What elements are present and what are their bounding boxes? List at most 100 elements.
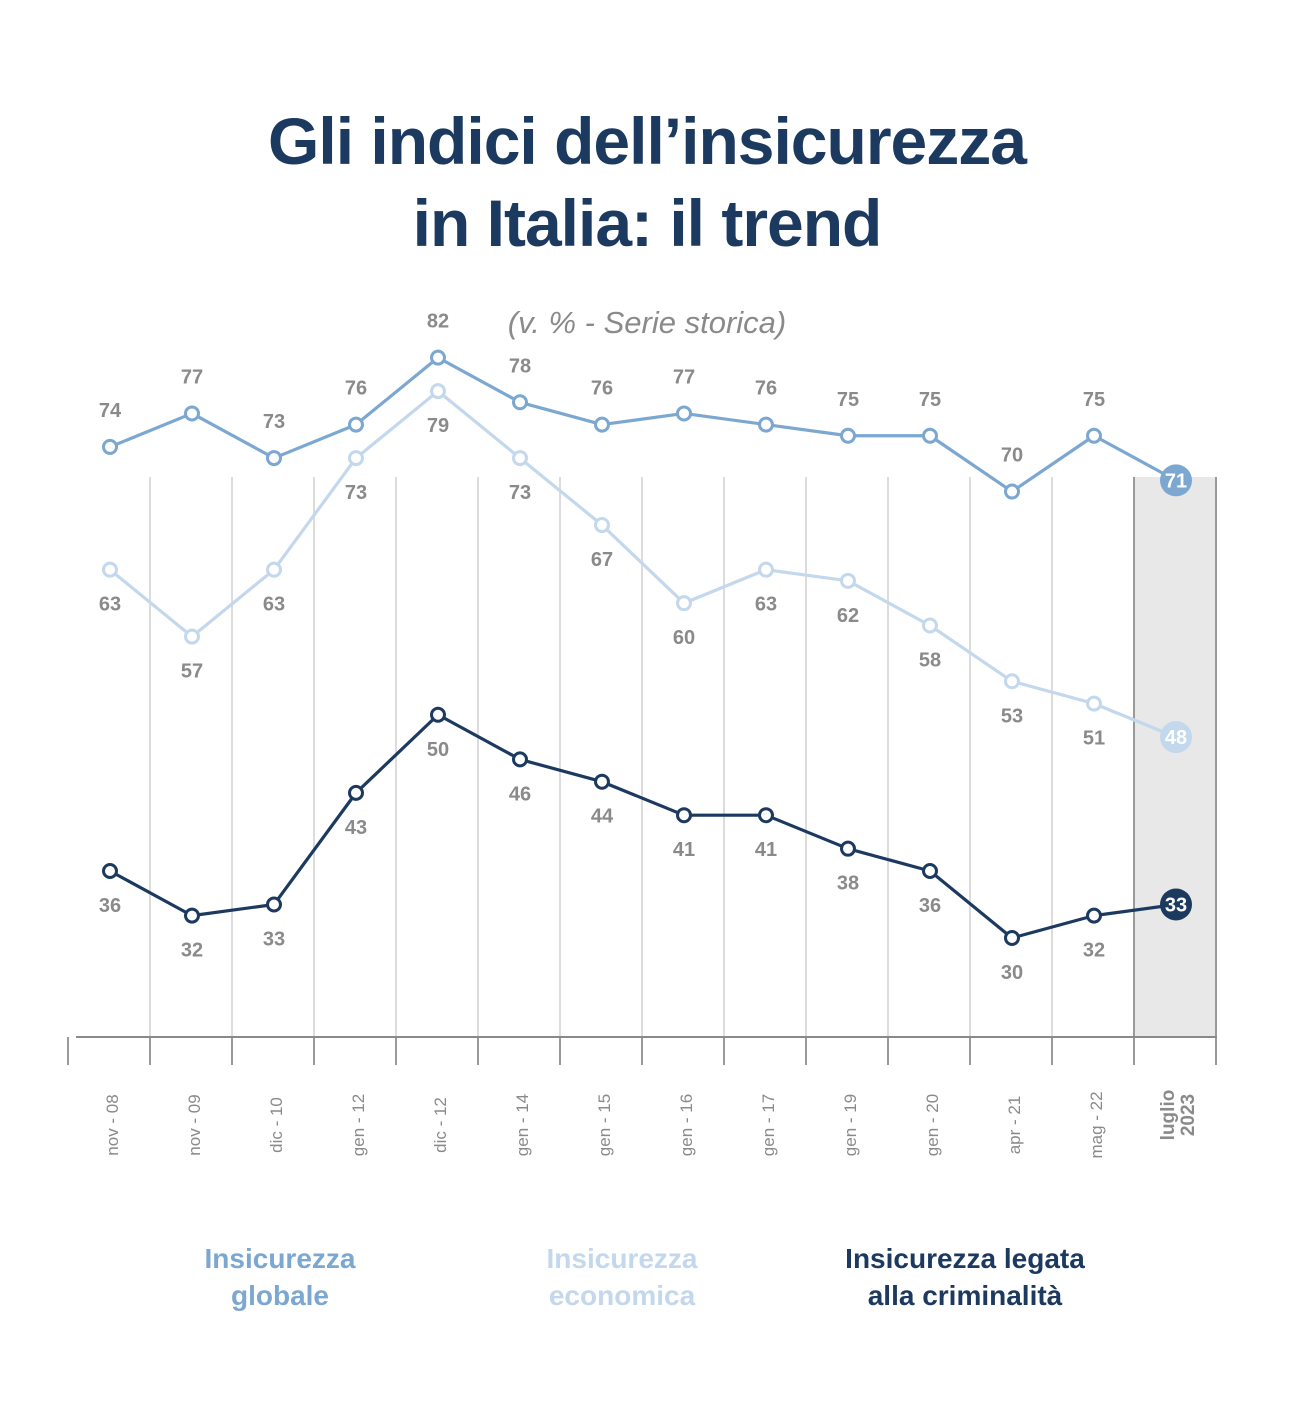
x-tick-label: gen - 20 xyxy=(923,1094,942,1156)
data-label: 77 xyxy=(673,366,695,388)
legend-label-line2: alla criminalità xyxy=(867,1280,1063,1311)
data-point xyxy=(922,863,938,879)
data-label: 36 xyxy=(99,895,121,917)
data-point xyxy=(512,450,528,467)
data-label: 70 xyxy=(1001,445,1023,467)
x-tick-label: dic - 10 xyxy=(267,1097,286,1153)
data-point xyxy=(758,416,774,433)
data-label: 76 xyxy=(755,378,777,400)
x-tick-label: mag - 22 xyxy=(1087,1091,1106,1158)
chart-title-line2: in Italia: il trend xyxy=(412,186,883,260)
highlight-band xyxy=(1134,477,1217,1037)
data-point xyxy=(266,450,282,467)
data-point xyxy=(840,840,856,857)
data-label: 30 xyxy=(1001,962,1023,984)
data-point xyxy=(266,561,282,578)
data-label: 77 xyxy=(181,366,203,388)
data-label: 50 xyxy=(427,739,449,761)
data-point xyxy=(594,773,610,790)
legend-label-line2: economica xyxy=(548,1280,696,1311)
x-tick-label: nov - 09 xyxy=(185,1094,204,1155)
data-label: 38 xyxy=(837,873,859,895)
chart-subtitle: (v. % - Serie storica) xyxy=(507,305,787,340)
data-point xyxy=(430,349,446,366)
x-tick-label: apr - 21 xyxy=(1005,1096,1024,1155)
data-label-final: 48 xyxy=(1165,727,1187,749)
data-label: 41 xyxy=(673,839,695,861)
data-point xyxy=(184,405,200,422)
data-point xyxy=(1004,483,1020,500)
legend-item-globale: Insicurezza globale xyxy=(120,1240,440,1314)
series-line-2 xyxy=(109,713,1177,940)
data-label: 32 xyxy=(181,940,203,962)
x-tick-label: gen - 19 xyxy=(841,1094,860,1156)
data-label: 73 xyxy=(509,482,531,504)
data-label: 51 xyxy=(1083,728,1105,750)
data-label: 79 xyxy=(427,415,449,437)
data-label: 57 xyxy=(181,661,203,683)
legend-item-criminalita: Insicurezza legata alla criminalità xyxy=(805,1240,1125,1314)
series-line-0 xyxy=(109,356,1177,494)
data-point xyxy=(1086,907,1102,924)
data-point xyxy=(430,706,446,723)
data-point xyxy=(840,572,856,589)
data-label: 58 xyxy=(919,649,941,671)
data-point xyxy=(184,907,200,924)
data-point-final xyxy=(1160,888,1192,921)
data-point xyxy=(348,784,364,801)
data-label: 32 xyxy=(1083,940,1105,962)
data-point xyxy=(840,427,856,444)
data-point xyxy=(102,561,118,578)
legend-label-line1: Insicurezza xyxy=(204,1243,356,1274)
legend-label-line1: Insicurezza legata xyxy=(845,1243,1085,1274)
data-label: 73 xyxy=(263,411,285,433)
x-tick-label: gen - 15 xyxy=(595,1094,614,1156)
data-point xyxy=(758,561,774,578)
data-label: 63 xyxy=(755,594,777,616)
x-tick-label-highlight-line2: 2023 xyxy=(1178,1094,1199,1136)
data-label: 82 xyxy=(427,311,449,333)
chart-title-line1: Gli indici dell’insicurezza xyxy=(268,104,1027,178)
x-tick-label: gen - 14 xyxy=(513,1094,532,1156)
data-point-final xyxy=(1160,721,1192,754)
x-tick-label: gen - 12 xyxy=(349,1094,368,1156)
data-label: 36 xyxy=(919,895,941,917)
data-label: 62 xyxy=(837,605,859,627)
data-point xyxy=(1086,695,1102,712)
data-point xyxy=(184,628,200,645)
x-tick-label: gen - 16 xyxy=(677,1094,696,1156)
data-point xyxy=(348,416,364,433)
data-point xyxy=(1086,427,1102,444)
data-label: 76 xyxy=(591,378,613,400)
data-point xyxy=(676,807,692,824)
data-label: 43 xyxy=(345,817,367,839)
x-tick-label: nov - 08 xyxy=(103,1094,122,1155)
data-point xyxy=(676,405,692,422)
data-point xyxy=(512,394,528,411)
data-label: 75 xyxy=(1083,389,1105,411)
data-label: 75 xyxy=(919,389,941,411)
data-point xyxy=(922,617,938,634)
data-label: 41 xyxy=(755,839,777,861)
data-point xyxy=(102,438,118,455)
legend-label-line1: Insicurezza xyxy=(546,1243,698,1274)
data-label: 33 xyxy=(263,928,285,950)
data-point xyxy=(512,751,528,768)
data-label: 78 xyxy=(509,355,531,377)
data-point xyxy=(102,863,118,879)
data-label: 60 xyxy=(673,627,695,649)
data-point xyxy=(594,416,610,433)
data-label: 76 xyxy=(345,378,367,400)
data-point xyxy=(676,595,692,612)
chart-title: Gli indici dell’insicurezza in Italia: i… xyxy=(0,100,1294,264)
x-tick-label-highlight-line1: luglio xyxy=(1158,1090,1179,1141)
x-tick-label: gen - 17 xyxy=(759,1094,778,1156)
data-label: 63 xyxy=(263,594,285,616)
data-label: 74 xyxy=(99,400,122,422)
data-label: 44 xyxy=(591,806,614,828)
data-point xyxy=(430,383,446,400)
data-label: 75 xyxy=(837,389,859,411)
legend-label-line2: globale xyxy=(230,1280,329,1311)
data-label: 67 xyxy=(591,549,613,571)
